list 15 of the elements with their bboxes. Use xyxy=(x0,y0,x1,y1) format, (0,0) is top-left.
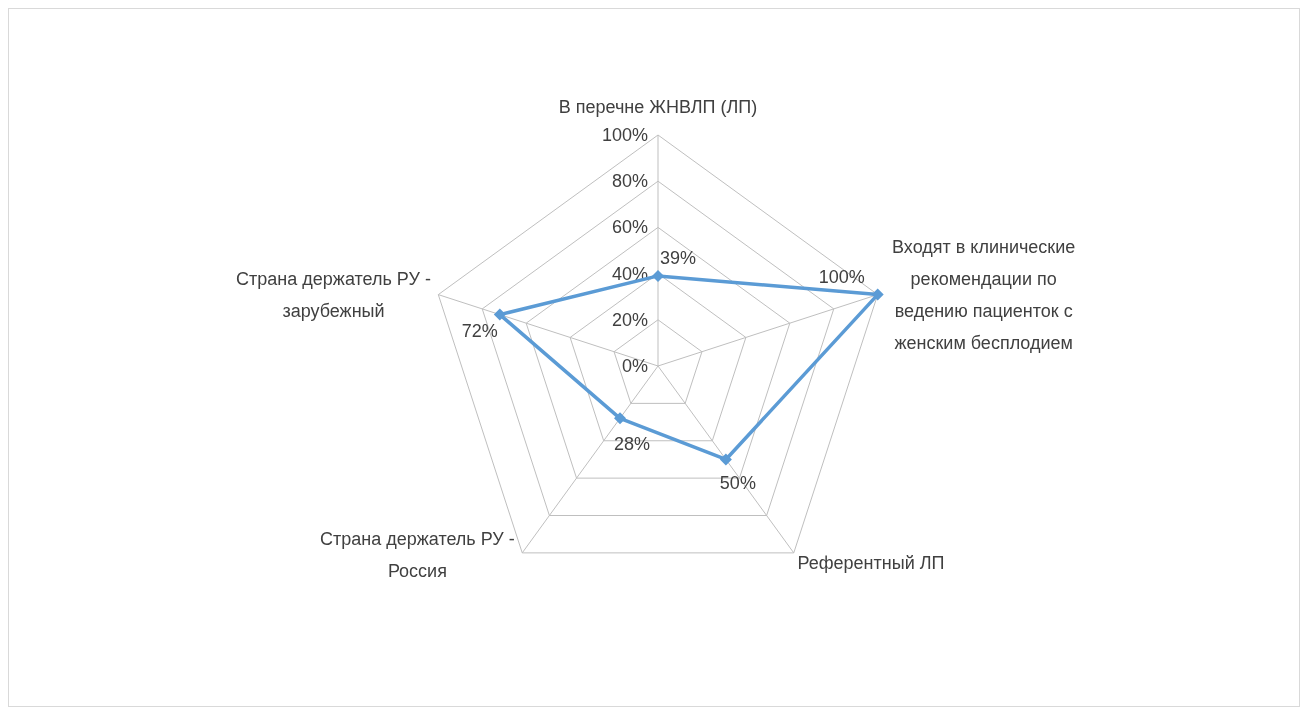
data-label: 28% xyxy=(613,434,650,455)
spoke-label: В перечне ЖНВЛП (ЛП) xyxy=(558,97,758,117)
y-tick-label: 60% xyxy=(611,217,648,238)
spoke-label: Референтный ЛП xyxy=(797,552,945,573)
data-label: 50% xyxy=(719,473,756,494)
y-tick-label: 20% xyxy=(611,309,648,330)
spoke-label: Страна держатель РУ - Россия xyxy=(320,528,515,581)
data-label: 100% xyxy=(818,266,865,287)
y-tick-label: 0% xyxy=(621,356,648,376)
data-label: 39% xyxy=(659,247,697,268)
spoke-label: Страна держатель РУ - зарубежный xyxy=(236,268,431,321)
data-label: 72% xyxy=(461,320,498,341)
y-tick-label: 80% xyxy=(611,171,648,192)
spoke-label: Входят в клинические рекомендации по ведению пациенток с женским бесплодием xyxy=(892,236,1076,353)
y-tick-label: 100% xyxy=(601,125,648,145)
